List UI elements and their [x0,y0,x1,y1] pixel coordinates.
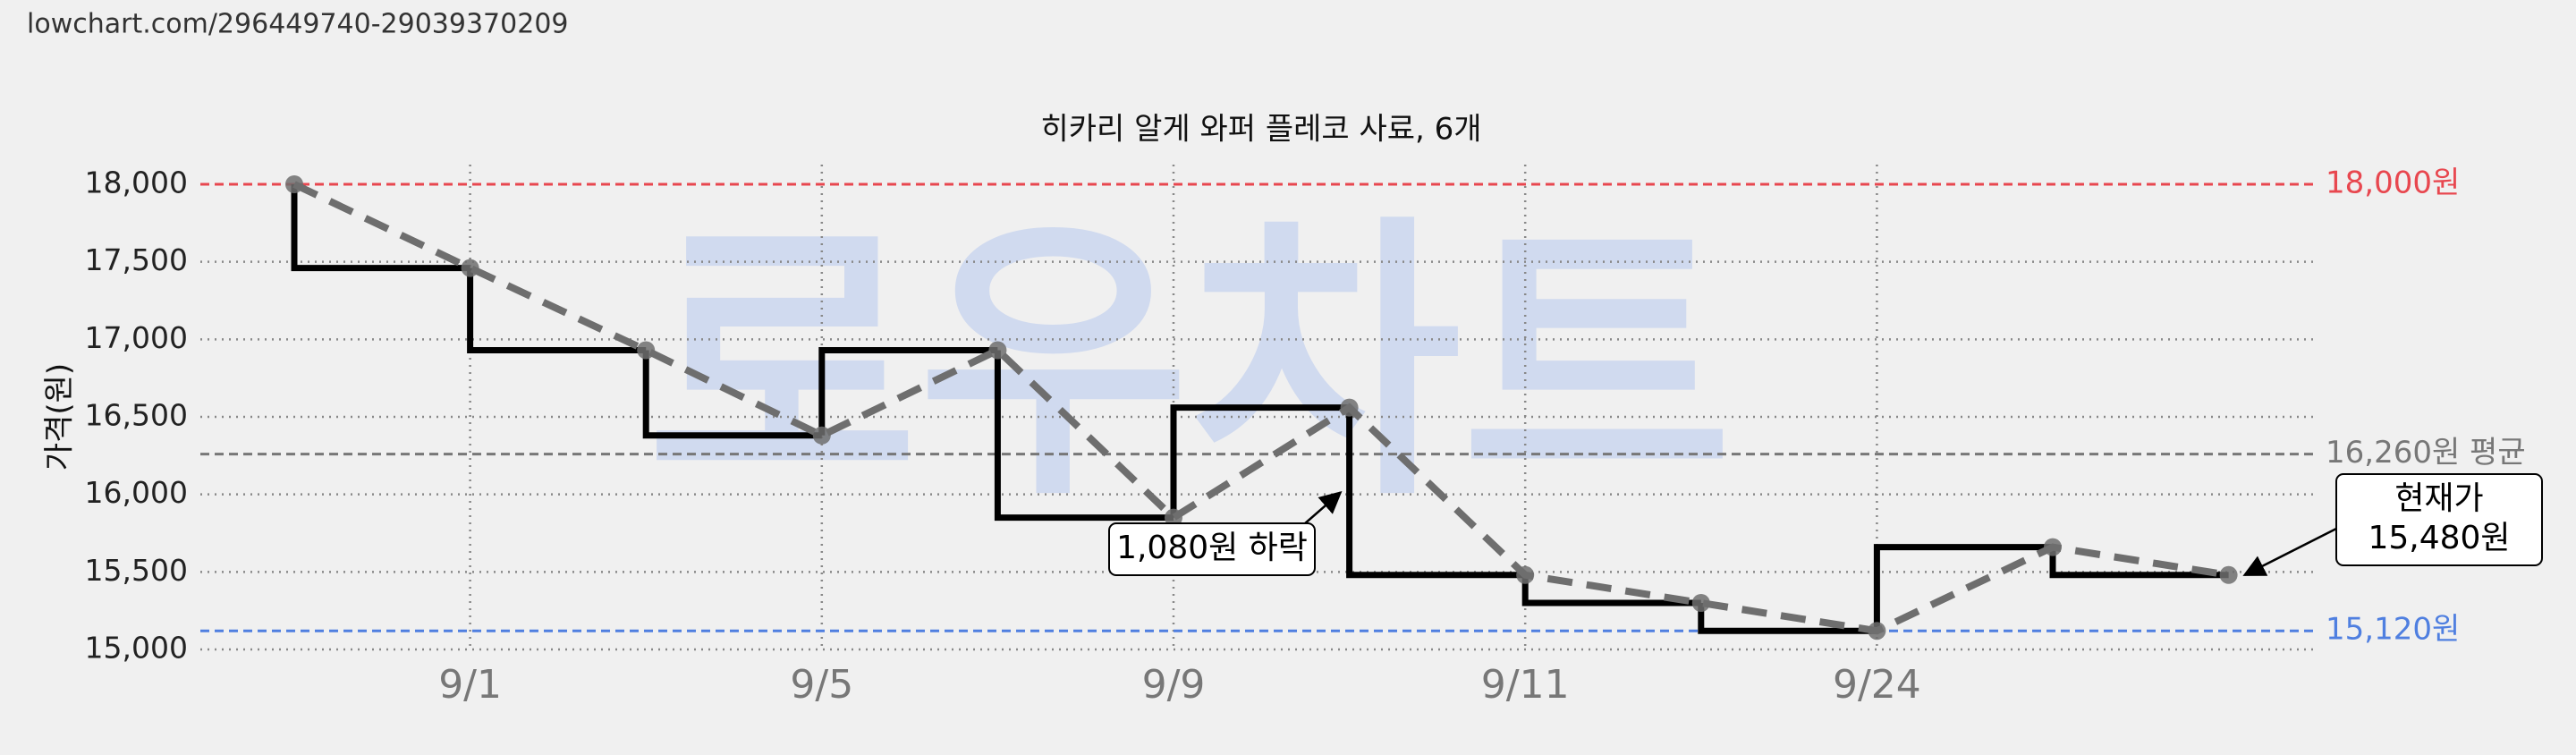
x-tick-label: 9/5 [790,662,853,708]
step-segment [1170,404,1350,518]
price-point [1868,622,1886,640]
y-tick-label: 16,000 [85,475,188,510]
price-point [461,259,479,277]
step-segment [291,184,470,272]
price-point [1165,508,1182,527]
step-segment [1346,407,1526,579]
price-line [292,181,2230,635]
price-point [812,426,831,445]
price-point [1340,398,1359,417]
step-segment [2049,547,2229,579]
reference-label: 16,260원 평균 [2326,435,2526,471]
watermark: 로우차트 [647,191,1733,535]
x-tick-label: 9/11 [1481,662,1570,708]
chart-title: 히카리 알게 와퍼 플레코 사료, 6개 [1040,112,1481,148]
price-point [2044,538,2062,556]
annotation: 1,080원 하락 [1108,490,1343,576]
x-tick-label: 9/24 [1833,662,1921,708]
y-tick-label: 17,000 [85,320,188,355]
header-url: lowchart.com/296449740-29039370209 [27,9,569,40]
y-tick-label: 16,500 [85,398,188,433]
step-segment [1521,574,1701,607]
price-point [988,341,1007,360]
price-point [1691,594,1710,612]
step-segment [1873,544,2053,632]
step-segment [994,350,1174,522]
step-segment [1698,603,1877,634]
step-segment [467,267,647,353]
step-segment [818,346,998,436]
y-tick-label: 17,500 [85,242,188,277]
annotation-arrow [2242,527,2337,576]
y-tick-label: 15,500 [85,553,188,588]
reference-label: 18,000원 [2326,165,2460,201]
x-tick-label: 9/9 [1142,662,1206,708]
annotation-box [2335,473,2543,566]
annotation-text: 현재가 15,480원 [2368,480,2510,556]
price-point [2219,565,2238,584]
y-tick-label: 18,000 [85,165,188,200]
annotation: 현재가 15,480원 [2242,473,2543,576]
annotation-box [1108,522,1316,576]
y-tick-label: 15,000 [85,631,188,666]
reference-label: 15,120원 [2326,612,2460,648]
y-axis-label: 가격(원) [42,363,78,471]
price-point [1516,565,1535,584]
price-point [285,175,303,193]
x-tick-label: 9/1 [438,662,502,708]
step-segment [642,350,822,439]
annotation-text: 1,080원 하락 [1116,530,1308,566]
price-point [637,341,656,360]
